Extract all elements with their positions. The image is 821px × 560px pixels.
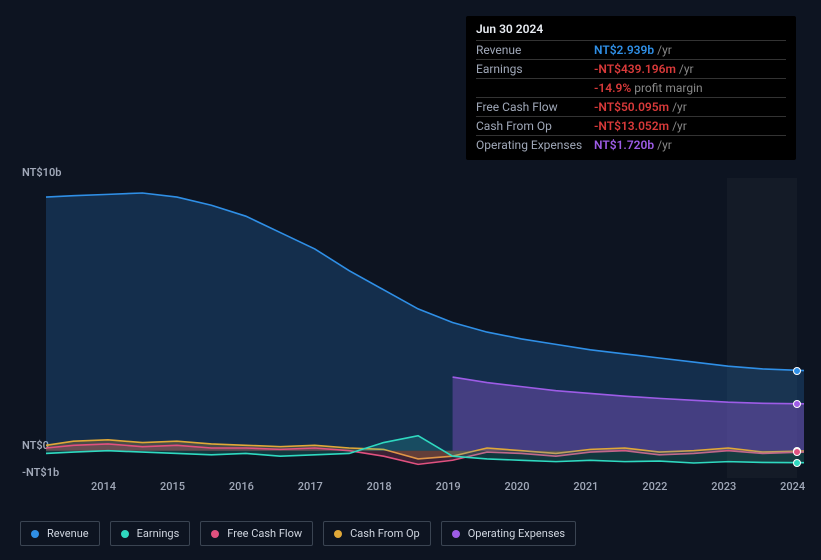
tooltip-row-suffix: /yr [657,138,672,152]
x-axis-label: 2014 [91,480,116,493]
legend-dot-icon [334,530,342,538]
x-axis-label: 2023 [711,480,736,493]
x-axis-label: 2016 [229,480,254,493]
tooltip-row-suffix: /yr [672,100,687,114]
legend-item-earnings[interactable]: Earnings [110,521,191,546]
tooltip-row: RevenueNT$2.939b/yr [476,40,786,59]
tooltip-row-suffix: /yr [672,119,687,133]
legend-label: Cash From Op [350,527,420,540]
hover-marker-free_cash_flow [793,448,801,456]
tooltip-row-value: -NT$13.052m [594,119,669,133]
legend-label: Operating Expenses [468,527,565,540]
tooltip-row: -14.9%profit margin [476,78,786,97]
tooltip-row-suffix: /yr [657,43,672,57]
tooltip-row-value: -14.9% [594,81,631,95]
x-axis-label: 2022 [642,480,667,493]
legend-label: Revenue [47,527,89,540]
legend-label: Earnings [137,527,180,540]
x-axis-label: 2017 [298,480,323,493]
legend-item-cash_from_op[interactable]: Cash From Op [323,521,431,546]
tooltip-row-value: NT$1.720b [594,138,654,152]
financials-chart[interactable]: NT$10bNT$0-NT$1b 20142015201620172018201… [16,158,804,498]
chart-plot [16,178,804,478]
tooltip-row-suffix: profit margin [634,81,702,95]
x-axis-label: 2018 [367,480,392,493]
tooltip-row-label: Revenue [476,43,594,57]
legend-item-free_cash_flow[interactable]: Free Cash Flow [200,521,313,546]
tooltip-row-label: Earnings [476,62,594,76]
tooltip-row-suffix: /yr [679,62,694,76]
legend-label: Free Cash Flow [227,527,302,540]
legend-item-operating_expenses[interactable]: Operating Expenses [441,521,576,546]
tooltip-row: Cash From Op-NT$13.052m/yr [476,116,786,135]
x-axis-label: 2024 [780,480,805,493]
tooltip-date: Jun 30 2024 [476,22,786,36]
legend-dot-icon [452,530,460,538]
chart-legend: Revenue Earnings Free Cash Flow Cash From O… [20,521,576,546]
tooltip-row-value: -NT$50.095m [594,100,669,114]
x-axis-label: 2019 [436,480,461,493]
tooltip-row-label: Cash From Op [476,119,594,133]
tooltip-row-value: -NT$439.196m [594,62,676,76]
legend-dot-icon [31,530,39,538]
tooltip-row: Earnings-NT$439.196m/yr [476,59,786,78]
chart-tooltip: Jun 30 2024 RevenueNT$2.939b/yrEarnings-… [466,16,796,160]
hover-marker-revenue [793,367,801,375]
x-axis-label: 2021 [573,480,598,493]
x-axis-labels: 2014 2015 2016 2017 2018 2019 2020 2021 2022 2023… [46,480,804,498]
tooltip-row-value: NT$2.939b [594,43,654,57]
tooltip-row-label: Operating Expenses [476,138,594,152]
x-axis-label: 2020 [505,480,530,493]
hover-marker-operating_expenses [793,400,801,408]
tooltip-row: Free Cash Flow-NT$50.095m/yr [476,97,786,116]
legend-item-revenue[interactable]: Revenue [20,521,100,546]
legend-dot-icon [211,530,219,538]
x-axis-label: 2015 [160,480,185,493]
hover-marker-earnings [793,459,801,467]
tooltip-row-label: Free Cash Flow [476,100,594,114]
legend-dot-icon [121,530,129,538]
tooltip-row: Operating ExpensesNT$1.720b/yr [476,135,786,154]
tooltip-row-label [476,81,594,95]
